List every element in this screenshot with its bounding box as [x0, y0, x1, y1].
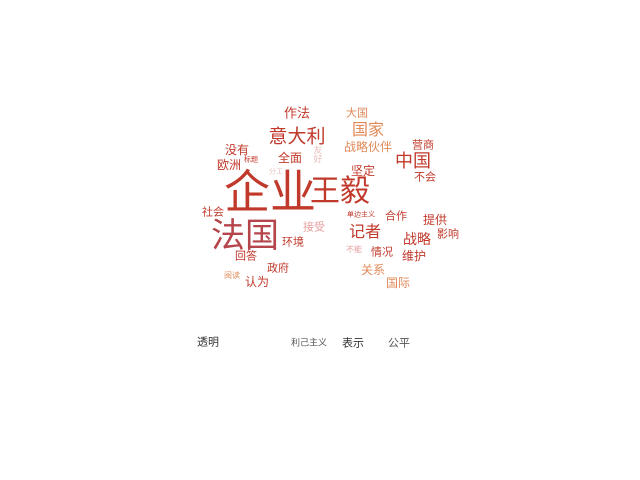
word-39: 表示 — [342, 336, 364, 350]
word-34: 友好 — [311, 145, 322, 163]
word-38: 利己主义 — [290, 338, 328, 349]
word-14: 国际 — [385, 276, 411, 290]
word-30: 大国 — [346, 106, 368, 120]
word-11: 作法 — [283, 106, 311, 122]
word-12: 坚定 — [350, 164, 376, 178]
word-16: 欧洲 — [216, 158, 242, 172]
word-35: 阅读 — [224, 271, 240, 280]
word-24: 认为 — [244, 275, 270, 289]
word-8: 战略 — [403, 232, 431, 248]
word-27: 政府 — [267, 261, 289, 275]
word-10: 提供 — [422, 213, 448, 227]
word-17: 全面 — [277, 151, 303, 165]
word-28: 接受 — [303, 220, 325, 234]
word-26: 环境 — [282, 235, 304, 249]
word-2: 王毅 — [310, 174, 370, 209]
word-25: 回答 — [235, 249, 257, 263]
word-9: 战略伙伴 — [343, 140, 393, 154]
word-15: 没有 — [224, 143, 250, 157]
word-22: 情况 — [371, 245, 393, 259]
word-31: 不能 — [346, 245, 362, 254]
word-13: 维护 — [401, 249, 427, 263]
word-32: 单边主义 — [347, 210, 375, 219]
word-36: 标题 — [244, 155, 258, 164]
word-7: 记者 — [348, 222, 382, 241]
word-29: 社会 — [202, 205, 224, 219]
word-21: 合作 — [385, 209, 407, 223]
word-18: 营商 — [412, 138, 434, 152]
word-37: 透明 — [197, 335, 219, 349]
word-20: 影响 — [437, 227, 459, 241]
word-40: 公平 — [388, 336, 410, 350]
word-1: 企业 — [224, 165, 316, 219]
word-23: 关系 — [360, 263, 386, 277]
word-4: 意大利 — [268, 125, 326, 148]
word-3: 法国 — [211, 216, 279, 256]
word-5: 国家 — [351, 120, 385, 139]
word-33: 分工 — [269, 167, 283, 176]
word-19: 不会 — [414, 170, 436, 184]
word-6: 中国 — [395, 151, 431, 172]
